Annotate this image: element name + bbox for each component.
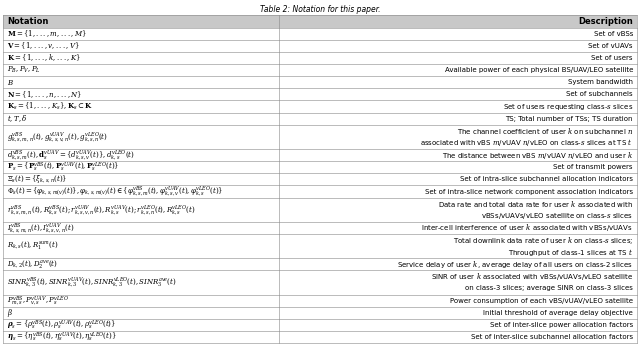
Text: $B$: $B$ [7,78,14,87]
Text: $SINR^{vBS}_{k,3}(t), SINR^{vUAV}_{k,3}(t), SINR^{vLEO}_{k,3}(t), SINR^{ave}_3(t: $SINR^{vBS}_{k,3}(t), SINR^{vUAV}_{k,3}(… [7,276,177,289]
Text: The channel coefficient of user $k$ on subchannel $n$: The channel coefficient of user $k$ on s… [456,126,633,136]
Text: Service delay of user $k$, average delay of all users on class-2 slices: Service delay of user $k$, average delay… [397,259,633,270]
Text: $I^{vBS}_{k,s,m,n}(t), I^{vUAV}_{k,s,v,n}(t)$: $I^{vBS}_{k,s,m,n}(t), I^{vUAV}_{k,s,v,n… [7,221,74,235]
Text: Set of inter-slice power allocation factors: Set of inter-slice power allocation fact… [490,322,633,328]
Text: Set of intra-slice subchannel allocation indicators: Set of intra-slice subchannel allocation… [460,176,633,182]
Text: The distance between vBS $m$/vUAV $n$/vLEO and user $k$: The distance between vBS $m$/vUAV $n$/vL… [442,150,633,161]
Text: Total downlink data rate of user $k$ on class-$s$ slices;: Total downlink data rate of user $k$ on … [452,235,633,246]
Text: $\mathbf{P}_s=\{\mathbf{P}^{vBS}_s(t), \mathbf{P}^{vUAV}_s(t), \mathbf{P}^{vLEO}: $\mathbf{P}_s=\{\mathbf{P}^{vBS}_s(t), \… [7,161,120,174]
Text: $\mathbf{V}=\{1,...,v,...,V\}$: $\mathbf{V}=\{1,...,v,...,V\}$ [7,41,80,51]
Text: $\beta$: $\beta$ [7,307,13,319]
Text: $\boldsymbol{\eta}_s=\{\eta^{vBS}_s(t), \eta^{vUAV}_s(t), \eta^{vLEO}_s(t)\}$: $\boldsymbol{\eta}_s=\{\eta^{vBS}_s(t), … [7,331,117,344]
Text: Initial threshold of average delay objective: Initial threshold of average delay objec… [483,310,633,316]
Text: Description: Description [578,17,633,26]
Text: Set of users: Set of users [591,55,633,61]
Text: $d^{vBS}_{k,s,m}(t), \mathbf{d}^{vUAV}_s=\{d^{vUAV}_{k,s,v}(t)\}, d^{vLEO}_{k,s}: $d^{vBS}_{k,s,m}(t), \mathbf{d}^{vUAV}_s… [7,148,135,162]
Text: associated with vBS $m$/vUAV $n$/vLEO on class-$s$ slices at TS $t$: associated with vBS $m$/vUAV $n$/vLEO on… [420,137,633,148]
Text: on class-3 slices; average SINR on class-3 slices: on class-3 slices; average SINR on class… [465,286,633,291]
Text: $R_{k,s}(t), R^{sum}_1(t)$: $R_{k,s}(t), R^{sum}_1(t)$ [7,240,58,252]
Text: System bandwidth: System bandwidth [568,79,633,85]
Text: $\Phi_s(t)=\{\varphi_{k,s,m(v)}(t)\}, \varphi_{k,s,m(v)}(t)\in\{\varphi^{vBS}_{k: $\Phi_s(t)=\{\varphi_{k,s,m(v)}(t)\}, \v… [7,185,223,198]
Text: $g^{vBS}_{k,s,m,n}(t), g^{vUAV}_{k,s,v,n}(t), g^{vLEO}_{k,s,n}(t)$: $g^{vBS}_{k,s,m,n}(t), g^{vUAV}_{k,s,v,n… [7,130,108,144]
Text: Inter-cell interference of user $k$ associated with vBSs/vUAVs: Inter-cell interference of user $k$ asso… [422,223,633,234]
Text: Set of vBSs: Set of vBSs [593,31,633,37]
Text: Set of transmit powers: Set of transmit powers [554,164,633,170]
Text: $\mathbf{K}=\{1,...,k,...,K\}$: $\mathbf{K}=\{1,...,k,...,K\}$ [7,53,81,63]
Text: Available power of each physical BS/UAV/LEO satellite: Available power of each physical BS/UAV/… [445,67,633,73]
Text: $\mathbf{N}=\{1,...,n,...,N\}$: $\mathbf{N}=\{1,...,n,...,N\}$ [7,89,83,100]
Text: SINR of user $k$ associated with vBSs/vUAVs/vLEO satellite: SINR of user $k$ associated with vBSs/vU… [431,271,633,282]
Text: $\boldsymbol{\rho}_s=\{\rho^{vBS}_s(t), \rho^{vUAV}_s(t), \rho^{vLEO}_s(t)\}$: $\boldsymbol{\rho}_s=\{\rho^{vBS}_s(t), … [7,319,116,332]
Text: Set of vUAVs: Set of vUAVs [588,43,633,49]
Text: $r^{vBS}_{k,s,m,n}(t), R^{vBS}_{k,s}(t); r^{vUAV}_{k,s,v,n}(t), R^{vUAV}_{k,s}(t: $r^{vBS}_{k,s,m,n}(t), R^{vBS}_{k,s}(t);… [7,203,196,217]
Text: $\Xi_s(t)=\{\xi_{k,s,n}(t)\}$: $\Xi_s(t)=\{\xi_{k,s,n}(t)\}$ [7,173,67,185]
Text: vBSs/vUAVs/vLEO satellite on class-$s$ slices: vBSs/vUAVs/vLEO satellite on class-$s$ s… [481,211,633,221]
Text: $P^{vBS}_{m,s}, P^{vUAV}_{v,s}, P^{vLEO}_s$: $P^{vBS}_{m,s}, P^{vUAV}_{v,s}, P^{vLEO}… [7,294,69,308]
Text: Notation: Notation [7,17,49,26]
Text: Data rate and total data rate for user $k$ associated with: Data rate and total data rate for user $… [438,199,633,209]
Text: Throughput of class-1 slices at TS $t$: Throughput of class-1 slices at TS $t$ [508,247,633,258]
Bar [3,15,637,28]
Text: Table 2: Notation for this paper.: Table 2: Notation for this paper. [260,5,380,14]
Text: Set of subchannels: Set of subchannels [566,92,633,97]
Text: $D_{k,2}(t), D^{ave}_2(t)$: $D_{k,2}(t), D^{ave}_2(t)$ [7,258,58,270]
Text: Power consumption of each vBS/vUAV/vLEO satellite: Power consumption of each vBS/vUAV/vLEO … [450,298,633,304]
Text: TS; Total number of TSs; TS duration: TS; Total number of TSs; TS duration [506,116,633,122]
Text: Set of users requesting class-$s$ slices: Set of users requesting class-$s$ slices [502,101,633,111]
Text: Set of inter-slice subchannel allocation factors: Set of inter-slice subchannel allocation… [471,334,633,340]
Text: $t, T, \delta$: $t, T, \delta$ [7,113,28,124]
Text: $\mathbf{K}_s=\{1,...,K_s\}, \mathbf{K}_s\subset\mathbf{K}$: $\mathbf{K}_s=\{1,...,K_s\}, \mathbf{K}_… [7,101,93,112]
Text: $P_B, P_V, P_L$: $P_B, P_V, P_L$ [7,65,41,75]
Text: $\mathbf{M}=\{1,...,m,...,M\}$: $\mathbf{M}=\{1,...,m,...,M\}$ [7,28,87,39]
Text: Set of intra-slice network component association indicators: Set of intra-slice network component ass… [425,189,633,195]
